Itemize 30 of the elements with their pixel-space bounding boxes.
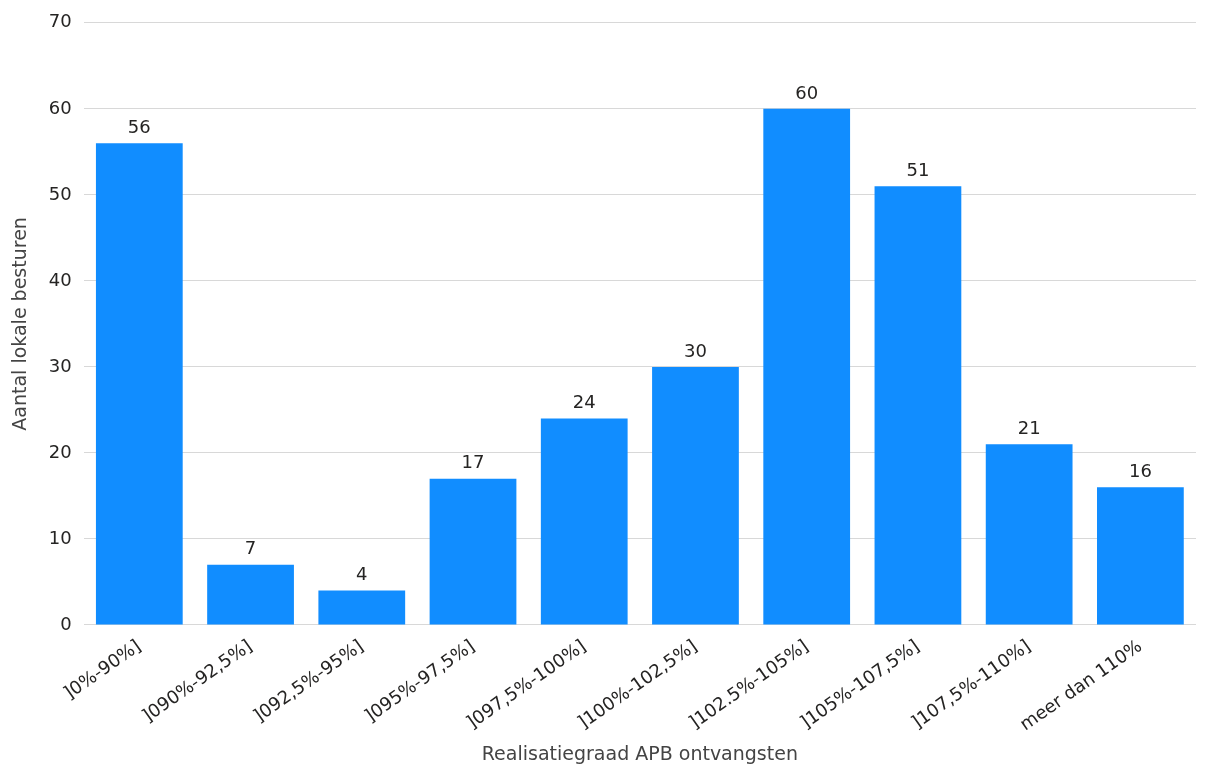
bar — [1097, 487, 1184, 625]
y-tick-label: 0 — [60, 612, 72, 634]
bar — [540, 418, 628, 625]
y-tick-label: 50 — [48, 182, 72, 204]
data-label: 56 — [127, 115, 151, 137]
y-tick-label: 20 — [48, 440, 72, 462]
bar — [985, 444, 1073, 625]
data-label: 16 — [1128, 460, 1152, 482]
bar — [874, 186, 962, 625]
bar — [95, 143, 183, 625]
y-tick-label: 70 — [48, 10, 72, 32]
data-label: 30 — [684, 339, 707, 361]
y-tick-label: 10 — [48, 526, 72, 548]
bar — [207, 564, 294, 625]
y-tick-label: 30 — [48, 354, 72, 376]
data-label: 7 — [244, 537, 257, 559]
data-label: 4 — [356, 563, 368, 585]
y-axis-title: Aantal lokale besturen — [8, 217, 31, 431]
data-label: 17 — [461, 451, 485, 473]
data-label: 60 — [795, 81, 819, 103]
y-tick-label: 40 — [48, 268, 72, 290]
bar — [763, 108, 851, 625]
data-label: 21 — [1017, 417, 1041, 439]
x-axis-title: Realisatiegraad APB ontvangsten — [481, 741, 798, 764]
bar — [318, 590, 406, 625]
data-label: 24 — [572, 391, 596, 413]
data-label: 51 — [906, 158, 930, 180]
bar — [429, 478, 517, 625]
y-tick-label: 60 — [48, 96, 72, 118]
bar — [652, 366, 739, 625]
